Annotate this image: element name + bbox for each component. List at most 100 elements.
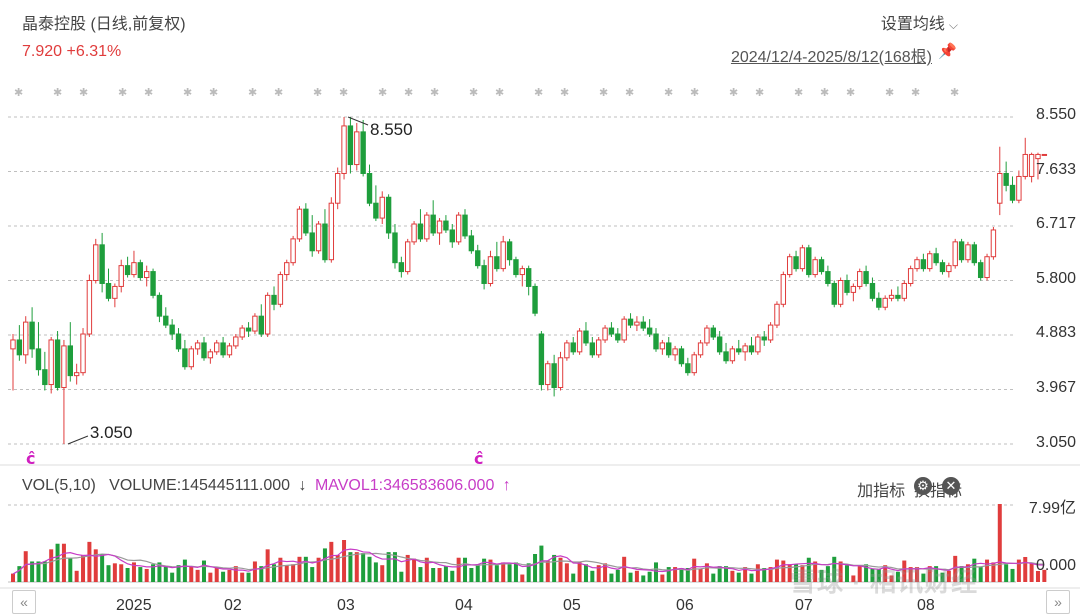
volume-zero-label: 0.000 bbox=[1035, 557, 1076, 574]
candle-body bbox=[850, 285, 857, 293]
volume-bar bbox=[965, 564, 970, 582]
candle-body bbox=[449, 229, 455, 243]
volume-bar bbox=[685, 568, 690, 582]
y-tick-label: 4.883 bbox=[1035, 324, 1076, 341]
volume-bar bbox=[93, 549, 98, 582]
volume-bar bbox=[991, 562, 996, 582]
scroll-left-button[interactable]: « bbox=[12, 590, 36, 614]
watermark: 雪球 · 相讯财经 bbox=[790, 567, 979, 597]
volume-bar bbox=[112, 563, 117, 582]
candle-body bbox=[723, 351, 729, 362]
candle-body bbox=[61, 345, 67, 389]
candle-body bbox=[837, 280, 844, 305]
candle-body bbox=[653, 333, 659, 350]
candle-body bbox=[271, 294, 277, 305]
candle-body bbox=[494, 256, 500, 270]
scroll-right-button[interactable]: » bbox=[1046, 590, 1070, 614]
volume-bar bbox=[23, 551, 28, 582]
candle-body bbox=[971, 244, 978, 264]
volume-bar bbox=[762, 568, 767, 582]
volume-bar bbox=[552, 554, 557, 582]
candle-body bbox=[175, 333, 182, 350]
volume-bar bbox=[972, 558, 977, 582]
volume-bar bbox=[959, 566, 964, 582]
event-dot-marker: ✱ bbox=[664, 86, 673, 99]
event-dot-marker: ✱ bbox=[209, 86, 218, 99]
candle-body bbox=[16, 339, 23, 356]
volume-bar bbox=[291, 564, 296, 582]
volume-bar bbox=[870, 568, 875, 582]
candle-body bbox=[761, 336, 767, 341]
volume-bar bbox=[259, 566, 264, 582]
volume-bar bbox=[641, 575, 646, 582]
candle-body bbox=[780, 274, 787, 305]
volume-bar bbox=[456, 557, 461, 582]
volume-value: VOLUME:145445111.000 bbox=[109, 477, 291, 494]
candle-body bbox=[551, 363, 557, 389]
volume-bar bbox=[354, 552, 359, 582]
x-tick-label: 05 bbox=[563, 597, 581, 614]
volume-bar bbox=[768, 567, 773, 582]
pin-icon[interactable]: 📌 bbox=[938, 43, 957, 60]
volume-bar bbox=[68, 557, 73, 582]
volume-bar bbox=[463, 557, 468, 582]
candle-body bbox=[525, 268, 532, 287]
event-dot-marker: ✱ bbox=[625, 86, 634, 99]
candle-body bbox=[927, 253, 933, 270]
add-indicator-button[interactable]: 加指标 bbox=[857, 483, 906, 500]
volume-bar bbox=[571, 573, 576, 582]
candle-body bbox=[831, 282, 837, 305]
candle-body bbox=[876, 297, 882, 308]
candle-body bbox=[411, 223, 417, 243]
arrow-up-icon: ↑ bbox=[502, 477, 511, 494]
candle-body bbox=[124, 265, 131, 276]
candle-body bbox=[672, 348, 678, 356]
date-range-link[interactable]: 2024/12/4-2025/8/12(168根) bbox=[730, 49, 932, 66]
y-tick-label: 8.550 bbox=[1035, 106, 1076, 123]
volume-bar bbox=[424, 557, 429, 582]
candle-body bbox=[328, 202, 335, 261]
volume-bar bbox=[653, 562, 658, 582]
mavol-value: MAVOL1:346583606.000 bbox=[314, 477, 495, 494]
volume-bar bbox=[666, 567, 671, 582]
candle-body bbox=[666, 342, 672, 356]
candle-body bbox=[35, 348, 42, 371]
gear-icon[interactable]: ⚙ bbox=[914, 477, 932, 495]
volume-bar bbox=[864, 564, 869, 582]
candle-body bbox=[895, 294, 901, 299]
volume-bar bbox=[36, 561, 41, 582]
candle-body bbox=[990, 229, 997, 258]
x-tick-label: 07 bbox=[795, 597, 813, 614]
close-icon[interactable]: ✕ bbox=[942, 477, 960, 495]
candle-body bbox=[532, 285, 538, 314]
y-tick-label: 5.800 bbox=[1035, 270, 1076, 287]
volume-bar bbox=[749, 573, 754, 582]
volume-bar bbox=[647, 571, 652, 582]
volume-bar bbox=[622, 556, 627, 582]
candle-body bbox=[436, 220, 443, 234]
volume-bar bbox=[501, 562, 506, 582]
chevron-down-icon: ⌵ bbox=[948, 18, 958, 32]
volume-bar bbox=[774, 559, 779, 582]
volume-bar bbox=[157, 562, 162, 582]
volume-bar bbox=[322, 548, 327, 582]
candle-body bbox=[685, 363, 691, 374]
candle-body bbox=[640, 321, 646, 329]
volume-bar bbox=[743, 567, 748, 582]
candle-body bbox=[704, 327, 710, 344]
candle-body bbox=[545, 363, 551, 386]
candle-body bbox=[799, 247, 806, 270]
candle-body bbox=[812, 259, 818, 276]
candle-body bbox=[506, 241, 513, 261]
set-moving-average-button[interactable]: 设置均线 ⌵ bbox=[881, 10, 958, 34]
volume-bar bbox=[450, 570, 455, 582]
volume-bar bbox=[246, 572, 251, 582]
volume-bar bbox=[921, 573, 926, 582]
candle-body bbox=[901, 282, 907, 299]
volume-bar bbox=[42, 561, 47, 582]
candle-body bbox=[42, 369, 48, 386]
event-dot-marker: ✱ bbox=[248, 86, 257, 99]
volume-bar bbox=[902, 560, 907, 582]
volume-bar bbox=[437, 568, 442, 582]
